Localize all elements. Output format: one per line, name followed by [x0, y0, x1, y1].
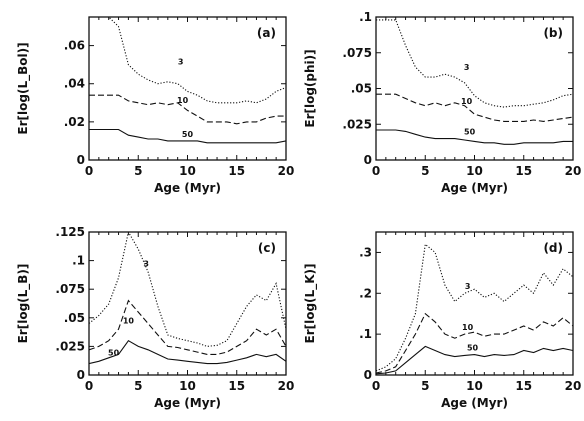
series-line-3: [376, 243, 573, 372]
chart-panel-3: 0 5 10 15 20 0 .025 .05 .075 .1 .125 Age (Myr) Er[lo…: [16, 225, 294, 410]
y-tick-label: 0: [364, 368, 372, 382]
x-tick-label: 0: [372, 164, 380, 178]
series-label-50: 50: [464, 127, 476, 136]
y-tick-label: .05: [351, 82, 372, 96]
panel-label: (a): [257, 26, 276, 40]
y-tick-label: .3: [359, 245, 372, 259]
x-axis-title: Age (Myr): [154, 181, 221, 195]
series-line-3: [89, 232, 286, 347]
y-tick-label: 0: [77, 153, 85, 167]
chart-panel-2: 0 5 10 15 20 0 .025 .05 .075 .1 Age (Myr) Er[log(ph…: [303, 10, 581, 195]
y-tick-label: .2: [359, 286, 372, 300]
x-tick-label: 0: [85, 164, 93, 178]
series-line-50: [376, 129, 573, 145]
series-line-10: [89, 94, 286, 125]
y-axis-title: Er[log(L_K)]: [303, 264, 318, 344]
panel-label: (b): [543, 26, 563, 40]
x-tick-label: 5: [421, 379, 429, 393]
series-label-10: 10: [123, 317, 135, 326]
series-label-10: 10: [461, 97, 473, 106]
x-tick-label: 0: [372, 379, 380, 393]
x-tick-label: 5: [134, 164, 142, 178]
series-line-50: [376, 345, 573, 375]
x-tick-label: 10: [179, 379, 196, 393]
series-label-50: 50: [467, 343, 479, 352]
panel-label: (c): [258, 241, 276, 255]
y-tick-label: 0: [364, 153, 372, 167]
x-tick-label: 15: [228, 379, 245, 393]
series-line-3: [376, 19, 573, 108]
y-tick-label: .025: [55, 339, 85, 353]
x-tick-label: 10: [466, 164, 483, 178]
y-axis-title: Er[log(phi)]: [303, 49, 317, 127]
x-tick-label: 15: [515, 164, 532, 178]
series-label-50: 50: [182, 130, 194, 139]
x-tick-label: 20: [278, 164, 295, 178]
y-tick-label: .1: [359, 10, 372, 24]
x-tick-label: 20: [278, 379, 295, 393]
y-axis-title: Er[log(L_B)]: [16, 264, 31, 344]
x-tick-label: 15: [515, 379, 532, 393]
series-label-10: 10: [462, 323, 474, 332]
y-tick-label: .04: [64, 77, 85, 91]
y-tick-label: .075: [55, 282, 85, 296]
series-line-10: [89, 299, 286, 355]
series-label-3: 3: [178, 58, 184, 67]
series-label-3: 3: [143, 259, 149, 268]
series-label-10: 10: [177, 96, 189, 105]
x-axis-title: Age (Myr): [441, 181, 508, 195]
series-label-50: 50: [108, 349, 120, 358]
x-tick-label: 15: [228, 164, 245, 178]
y-tick-label: 0: [77, 368, 85, 382]
y-tick-label: .025: [342, 117, 372, 131]
x-tick-label: 0: [85, 379, 93, 393]
x-tick-label: 10: [179, 164, 196, 178]
series-line-10: [376, 93, 573, 122]
chart-panel-4: 0 5 10 15 20 0 .1 .2 .3 Age (Myr) Er[log(L_K)] (d) 3…: [303, 231, 582, 410]
panel-label: (d): [543, 241, 563, 255]
y-tick-label: .125: [55, 225, 85, 239]
y-tick-label: .075: [342, 46, 372, 60]
y-tick-label: .02: [64, 115, 85, 129]
x-tick-label: 10: [466, 379, 483, 393]
x-tick-label: 20: [565, 164, 582, 178]
x-axis-title: Age (Myr): [441, 396, 508, 410]
y-tick-label: .05: [64, 311, 85, 325]
chart-panel-1: 0 5 10 15 20 0 .02 .04 .06 Age (Myr) Er[log(L_Bol)…: [16, 16, 295, 195]
series-line-50: [89, 339, 286, 365]
y-tick-label: .06: [64, 39, 85, 53]
x-axis-title: Age (Myr): [154, 396, 221, 410]
series-line-3: [89, 17, 286, 104]
y-tick-label: .1: [359, 327, 372, 341]
y-axis-title: Er[log(L_Bol)]: [16, 42, 31, 134]
series-line-50: [89, 128, 286, 144]
series-label-3: 3: [465, 282, 471, 291]
series-label-3: 3: [464, 63, 470, 72]
x-tick-label: 5: [421, 164, 429, 178]
x-tick-label: 20: [565, 379, 582, 393]
y-tick-label: .1: [72, 254, 85, 268]
x-tick-label: 5: [134, 379, 142, 393]
series-line-10: [376, 312, 573, 374]
